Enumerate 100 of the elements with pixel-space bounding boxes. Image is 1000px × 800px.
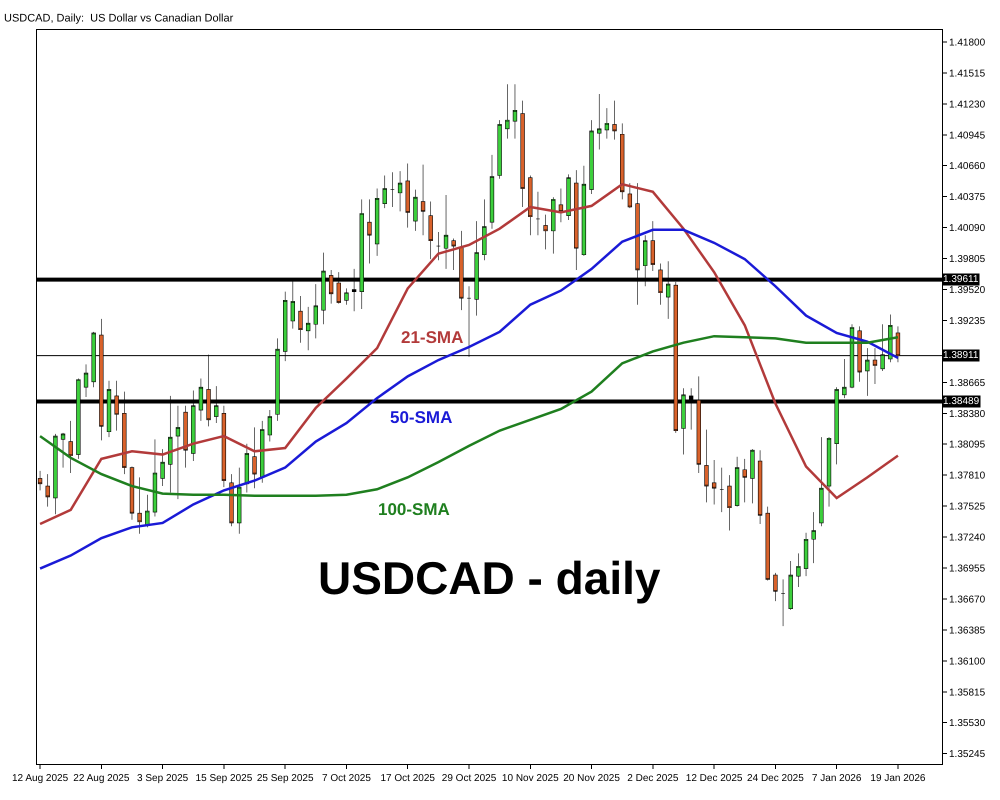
candlestick	[68, 420, 73, 474]
series-label: 50-SMA	[390, 408, 452, 427]
y-tick-label: 1.35245	[949, 749, 986, 760]
candlestick	[60, 432, 66, 468]
candlestick	[628, 182, 632, 208]
y-tick-label: 1.39235	[949, 316, 986, 327]
candlestick	[314, 284, 318, 339]
annotation: USDCAD - daily	[318, 552, 661, 604]
y-tick-label: 1.38665	[949, 378, 986, 389]
candlestick	[420, 164, 426, 236]
candlestick	[750, 448, 755, 504]
candlestick	[367, 199, 372, 264]
x-tick-label: 29 Oct 2025	[442, 773, 497, 784]
x-tick-label: 10 Nov 2025	[502, 773, 560, 784]
candlestick	[558, 188, 564, 222]
x-tick-label: 15 Sep 2025	[196, 773, 253, 784]
candlestick	[551, 196, 556, 254]
y-tick-label: 1.40090	[949, 223, 986, 234]
candlestick	[620, 123, 624, 200]
y-tick-label: 1.36670	[949, 594, 986, 606]
x-tick-label: 12 Aug 2025	[12, 773, 69, 784]
candlestick	[260, 420, 264, 484]
candlestick	[137, 477, 142, 534]
candlestick	[727, 474, 732, 531]
x-tick-label: 24 Dec 2025	[747, 773, 804, 784]
candlestick	[704, 429, 709, 503]
x-tick-label: 25 Sep 2025	[256, 773, 314, 784]
y-tick-label: 1.35815	[949, 687, 986, 698]
candlestick	[406, 163, 410, 228]
candlestick	[268, 410, 272, 442]
candlestick	[574, 170, 578, 270]
candlestick	[452, 238, 456, 270]
candlestick	[444, 194, 448, 270]
candlestick	[390, 172, 395, 208]
y-tick-label: 1.37240	[949, 532, 986, 544]
y-tick-label: 1.41800	[949, 37, 986, 48]
candlestick	[413, 189, 418, 232]
candlestick	[298, 296, 303, 344]
candlestick	[512, 84, 518, 139]
candlestick	[758, 450, 762, 524]
chart-title: USDCAD, Daily: US Dollar vs Canadian Dollar	[4, 12, 234, 24]
x-tick-label: 20 Nov 2025	[563, 773, 620, 784]
x-tick-label: 17 Oct 2025	[380, 773, 436, 784]
candlestick	[826, 436, 832, 507]
ref-line-label: 1.38911	[943, 350, 979, 361]
candlestick	[497, 120, 502, 180]
candlestick	[84, 364, 88, 398]
y-tick-label: 1.37810	[949, 470, 986, 482]
candlestick	[528, 175, 532, 236]
x-tick-label: 12 Dec 2025	[686, 773, 743, 784]
x-tick-label: 22 Aug 2025	[73, 773, 130, 784]
y-tick-label: 1.40660	[949, 161, 986, 172]
candlestick	[183, 405, 188, 468]
candlestick	[306, 306, 310, 351]
candlestick	[804, 532, 808, 576]
y-tick-label: 1.41230	[949, 99, 986, 110]
candlestick	[597, 94, 602, 150]
x-tick-label: 7 Jan 2026	[812, 773, 862, 784]
y-tick-label: 1.36100	[949, 656, 986, 668]
candlestick	[543, 214, 548, 250]
candlestick	[222, 405, 226, 488]
candlestick	[505, 84, 510, 139]
x-tick-label: 3 Sep 2025	[137, 773, 189, 784]
ref-line-label: 1.39611	[943, 274, 979, 285]
candlestick	[428, 201, 433, 260]
line-series	[38, 182, 900, 526]
y-tick-label: 1.39520	[949, 285, 986, 296]
y-tick-label: 1.38095	[949, 440, 986, 451]
y-tick-label: 1.41515	[949, 68, 986, 80]
x-tick-label: 19 Jan 2026	[870, 773, 926, 784]
y-tick-label: 1.36955	[949, 564, 986, 575]
candlestick	[490, 154, 494, 229]
candlestick	[582, 165, 586, 256]
y-tick-label: 1.35530	[949, 718, 986, 730]
candlestick	[520, 100, 525, 208]
y-tick-label: 1.40375	[949, 192, 986, 204]
ref-line-label: 1.38489	[943, 396, 980, 407]
x-tick-label: 7 Oct 2025	[322, 773, 372, 784]
candlestick	[812, 512, 816, 564]
candlestick	[604, 108, 610, 139]
y-tick-label: 1.40945	[949, 130, 986, 142]
candlestick	[742, 458, 747, 503]
candlestick	[382, 175, 387, 208]
candlestick	[566, 174, 571, 220]
candlestick	[734, 456, 740, 507]
candlestick	[160, 448, 165, 486]
y-tick-label: 1.37525	[949, 502, 986, 513]
candlestick	[788, 560, 793, 610]
candlestick	[436, 232, 441, 260]
candlestick	[53, 434, 58, 515]
candlestick	[819, 436, 824, 527]
candlestick	[766, 506, 770, 581]
y-tick-label: 1.36385	[949, 625, 986, 636]
candlestick	[773, 572, 778, 602]
candlestick	[398, 170, 402, 212]
candlestick	[589, 120, 594, 194]
candlestick	[720, 467, 724, 512]
candlestick	[152, 439, 158, 517]
series-label: 100-SMA	[378, 500, 450, 519]
x-tick-label: 2 Dec 2025	[627, 773, 679, 784]
